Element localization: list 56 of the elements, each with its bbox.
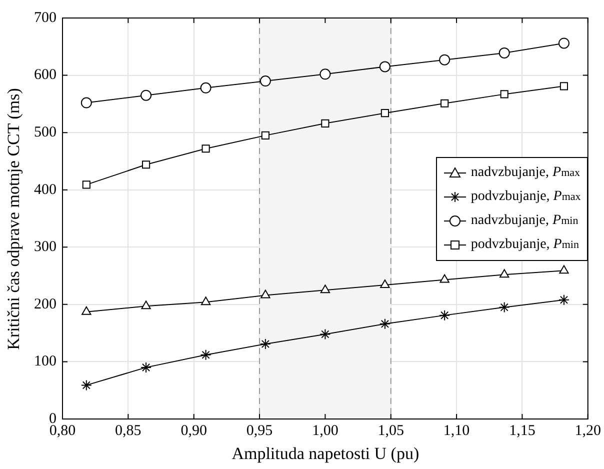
y-tick-label: 200 [34,296,56,312]
point [80,380,92,391]
y-tick-label: 500 [34,124,56,141]
point [141,300,151,310]
point [320,68,331,80]
x-tick-label: 1,00 [312,422,338,439]
point [498,302,510,313]
x-tick-label: 1,20 [574,422,601,439]
x-tick-label: 1,15 [509,422,536,439]
point [260,338,271,350]
x-tick-label: 1,10 [443,422,470,439]
point [82,306,92,315]
x-tick-label: 1,05 [378,422,404,439]
y-tick-label: 400 [34,182,56,198]
point [321,119,330,128]
legend-label: nadvzbujanje, Pmin [470,212,578,230]
point [440,99,449,108]
point [439,310,450,321]
point [500,269,510,278]
point [440,274,450,283]
point [140,362,152,373]
point [82,180,90,189]
x-tick-label: 0,90 [180,422,207,439]
point [202,144,210,153]
y-tick-label: 700 [34,10,56,26]
point [200,349,212,360]
legend-label: nadvzbujanje, Pmax [470,164,580,182]
point [260,290,270,298]
x-axis-title: Amplituda napetosti U (pu) [232,444,420,464]
point [558,294,570,306]
legend-label: podvzbujanje, Pmin [470,236,579,254]
point [142,160,150,169]
point [560,82,568,90]
point [260,76,271,87]
point [320,284,330,294]
x-tick-label: 0,95 [246,422,273,439]
point [498,47,510,58]
point [320,328,331,340]
point [439,54,450,66]
legend-label: podvzbujanje, Pmax [470,188,581,206]
y-tick-label: 100 [34,354,56,370]
y-axis-title: Kritični čas odprave motnje CCT (ms) [4,88,24,350]
point [380,279,390,288]
point [140,90,152,101]
x-tick-label: 0,85 [115,422,142,439]
point [559,265,569,274]
point [261,131,270,140]
point [380,109,389,118]
point [200,296,211,306]
point [500,90,508,98]
point [379,318,390,330]
y-tick-label: 600 [34,67,56,84]
x-tick-label: 0,80 [49,422,76,439]
point [200,82,212,94]
point [379,61,390,72]
y-tick-label: 300 [34,239,56,256]
